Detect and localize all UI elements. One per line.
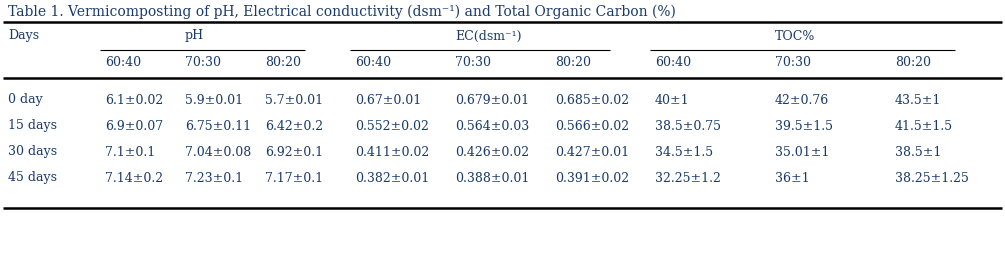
Text: EC(dsm⁻¹): EC(dsm⁻¹): [455, 29, 522, 43]
Text: 6.92±0.1: 6.92±0.1: [265, 145, 324, 158]
Text: 0.67±0.01: 0.67±0.01: [355, 93, 421, 106]
Text: 38.5±0.75: 38.5±0.75: [655, 120, 721, 133]
Text: 70:30: 70:30: [455, 56, 491, 69]
Text: pH: pH: [185, 29, 204, 43]
Text: 60:40: 60:40: [105, 56, 141, 69]
Text: 39.5±1.5: 39.5±1.5: [775, 120, 833, 133]
Text: Days: Days: [8, 29, 39, 43]
Text: 60:40: 60:40: [655, 56, 691, 69]
Text: 0.391±0.02: 0.391±0.02: [555, 171, 629, 185]
Text: 34.5±1.5: 34.5±1.5: [655, 145, 714, 158]
Text: 7.1±0.1: 7.1±0.1: [105, 145, 155, 158]
Text: 5.7±0.01: 5.7±0.01: [265, 93, 324, 106]
Text: Table 1. Vermicomposting of pH, Electrical conductivity (dsm⁻¹) and Total Organi: Table 1. Vermicomposting of pH, Electric…: [8, 5, 676, 19]
Text: 80:20: 80:20: [265, 56, 302, 69]
Text: 0.566±0.02: 0.566±0.02: [555, 120, 629, 133]
Text: 43.5±1: 43.5±1: [895, 93, 942, 106]
Text: 38.25±1.25: 38.25±1.25: [895, 171, 969, 185]
Text: 0.679±0.01: 0.679±0.01: [455, 93, 529, 106]
Text: 80:20: 80:20: [895, 56, 931, 69]
Text: 0.552±0.02: 0.552±0.02: [355, 120, 429, 133]
Text: 6.1±0.02: 6.1±0.02: [105, 93, 163, 106]
Text: 35.01±1: 35.01±1: [775, 145, 829, 158]
Text: 0.427±0.01: 0.427±0.01: [555, 145, 629, 158]
Text: 36±1: 36±1: [775, 171, 810, 185]
Text: 80:20: 80:20: [555, 56, 591, 69]
Text: 41.5±1.5: 41.5±1.5: [895, 120, 953, 133]
Text: 6.42±0.2: 6.42±0.2: [265, 120, 324, 133]
Text: 0.564±0.03: 0.564±0.03: [455, 120, 530, 133]
Text: 5.9±0.01: 5.9±0.01: [185, 93, 243, 106]
Text: 0.426±0.02: 0.426±0.02: [455, 145, 529, 158]
Text: 15 days: 15 days: [8, 120, 57, 133]
Text: 32.25±1.2: 32.25±1.2: [655, 171, 721, 185]
Text: 38.5±1: 38.5±1: [895, 145, 942, 158]
Text: 40±1: 40±1: [655, 93, 689, 106]
Text: 0.411±0.02: 0.411±0.02: [355, 145, 429, 158]
Text: 7.04±0.08: 7.04±0.08: [185, 145, 251, 158]
Text: 7.23±0.1: 7.23±0.1: [185, 171, 243, 185]
Text: 60:40: 60:40: [355, 56, 391, 69]
Text: 0 day: 0 day: [8, 93, 43, 106]
Text: 42±0.76: 42±0.76: [775, 93, 829, 106]
Text: 0.685±0.02: 0.685±0.02: [555, 93, 629, 106]
Text: 70:30: 70:30: [185, 56, 221, 69]
Text: 30 days: 30 days: [8, 145, 57, 158]
Text: 70:30: 70:30: [775, 56, 811, 69]
Text: 6.75±0.11: 6.75±0.11: [185, 120, 251, 133]
Text: 0.382±0.01: 0.382±0.01: [355, 171, 429, 185]
Text: 7.14±0.2: 7.14±0.2: [105, 171, 163, 185]
Text: TOC%: TOC%: [775, 29, 815, 43]
Text: 7.17±0.1: 7.17±0.1: [265, 171, 324, 185]
Text: 45 days: 45 days: [8, 171, 57, 185]
Text: 0.388±0.01: 0.388±0.01: [455, 171, 530, 185]
Text: 6.9±0.07: 6.9±0.07: [105, 120, 163, 133]
